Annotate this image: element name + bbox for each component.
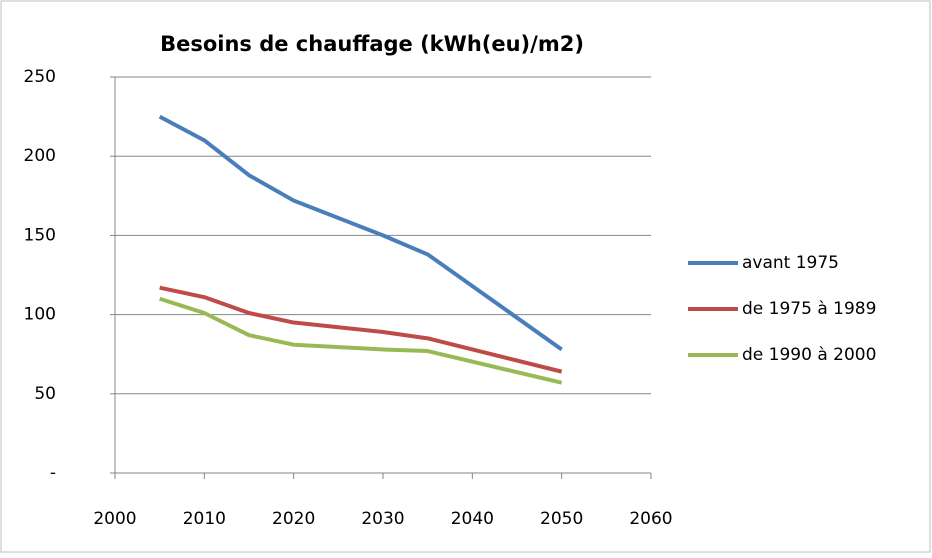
y-tick-label: 150 <box>24 225 56 245</box>
x-tick-label: 2050 <box>540 509 583 529</box>
series-line <box>159 296 563 385</box>
chart-title: Besoins de chauffage (kWh(eu)/m2) <box>160 32 584 56</box>
y-tick-label: - <box>50 463 56 483</box>
y-tick-label: 100 <box>24 305 56 325</box>
x-tick-label: 2010 <box>183 509 226 529</box>
legend-label: avant 1975 <box>742 253 839 273</box>
x-tick-label: 2040 <box>451 509 494 529</box>
x-tick-label: 2000 <box>93 509 136 529</box>
y-tick-label: 50 <box>34 384 56 404</box>
legend-label: de 1990 à 2000 <box>742 345 876 365</box>
x-tick-label: 2020 <box>272 509 315 529</box>
y-tick-label: 200 <box>24 146 56 166</box>
legend-label: de 1975 à 1989 <box>742 299 876 319</box>
series-line <box>159 285 563 374</box>
x-tick-label: 2030 <box>361 509 404 529</box>
x-tick-label: 2060 <box>629 509 672 529</box>
series-line <box>158 114 563 352</box>
y-tick-label: 250 <box>24 67 56 87</box>
